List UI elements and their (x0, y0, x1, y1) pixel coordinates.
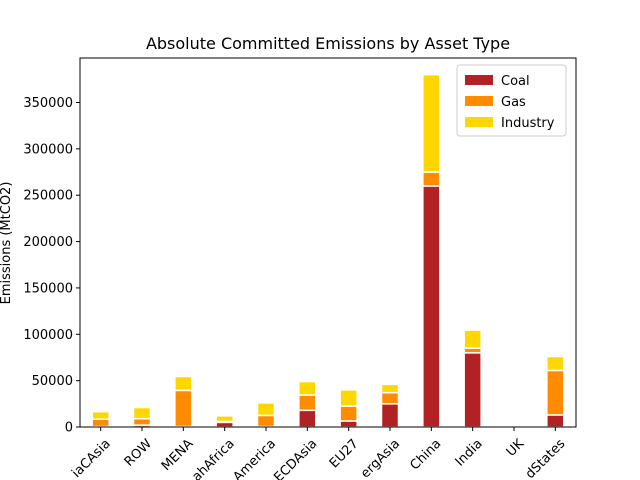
y-tick-label: 300000 (23, 142, 73, 157)
bar-industry-latamerica (256, 402, 276, 417)
bar-industry-eu27 (339, 389, 358, 407)
bar-gas-eu27 (339, 405, 358, 422)
y-tick-label: 0 (65, 421, 73, 436)
x-tick-label-uk: UK (504, 436, 528, 460)
legend-label-gas: Gas (501, 95, 526, 110)
y-tick-label: 100000 (23, 328, 73, 343)
bar-coal-eu27 (339, 420, 358, 428)
bar-industry-emergasia (380, 383, 400, 394)
bar-industry-china (422, 73, 441, 173)
x-tick-label-oecdasia: ECDAsia (271, 436, 320, 480)
x-tick-label-unitedstates: dStates (523, 436, 569, 480)
x-tick-label-eu27: EU27 (327, 436, 362, 471)
y-tick-label: 50000 (32, 374, 73, 389)
bar-industry-subsahafrica (215, 415, 234, 423)
bar-gas-emergasia (380, 391, 400, 405)
bar-coal-india (463, 352, 482, 428)
bar-gas-oecdasia (298, 394, 317, 412)
legend-swatch-coal (465, 75, 493, 85)
bar-coal-emergasia (380, 403, 400, 428)
bar-industry-india (463, 329, 482, 349)
bar-coal-china (422, 185, 441, 428)
legend: Coal Gas Industry (456, 64, 567, 137)
y-tick-label: 250000 (23, 189, 73, 204)
x-tick-label-emergasia: ergAsia (358, 436, 403, 480)
bar-gas-row (132, 417, 152, 426)
legend-swatch-gas (465, 96, 493, 106)
y-tick-label: 350000 (23, 96, 73, 111)
y-tick-label: 150000 (23, 281, 73, 296)
y-axis-label: Emissions (MtCO2) (0, 182, 14, 305)
x-tick-label-india: India (453, 436, 486, 469)
x-tick-label-asiacasia: iaCAsia (69, 436, 113, 480)
legend-label-industry: Industry (501, 116, 555, 131)
axes-group (79, 57, 577, 428)
bar-industry-asiacasia (91, 410, 110, 420)
bar-gas-asiacasia (91, 418, 110, 428)
x-tick-label-china: China (408, 436, 445, 473)
bar-gas-unitedstates (546, 369, 565, 416)
plot-frame (79, 57, 577, 428)
bar-gas-china (422, 171, 441, 187)
y-ticks: 0 50000 100000 150000 200000 250000 300000 3500… (23, 96, 80, 436)
y-tick-label: 200000 (23, 235, 73, 250)
bar-coal-oecdasia (298, 409, 317, 428)
bar-industry-mena (174, 375, 193, 392)
bar-industry-oecdasia (298, 380, 317, 396)
x-tick-label-mena: MENA (159, 436, 197, 474)
bar-gas-latamerica (256, 414, 276, 428)
legend-label-coal: Coal (501, 74, 530, 89)
bar-industry-unitedstates (546, 355, 565, 372)
legend-swatch-industry (465, 117, 493, 127)
bar-gas-mena (174, 389, 193, 428)
bar-coal-unitedstates (546, 414, 565, 428)
chart-title: Absolute Committed Emissions by Asset Ty… (146, 34, 510, 53)
x-tick-label-row: ROW (122, 436, 155, 469)
bar-industry-row (132, 406, 152, 420)
